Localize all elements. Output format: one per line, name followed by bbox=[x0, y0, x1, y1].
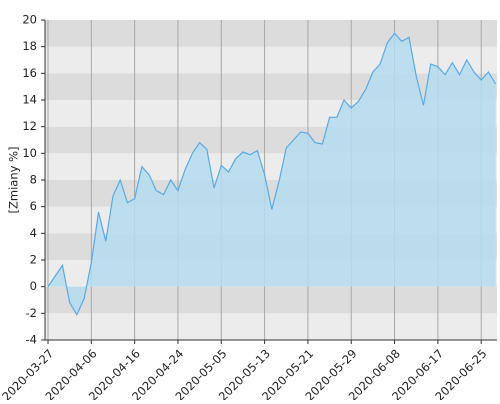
y-tick-label: 20 bbox=[22, 13, 37, 27]
grid-band bbox=[45, 313, 497, 340]
y-tick-label: -2 bbox=[26, 306, 37, 320]
y-tick-label: 0 bbox=[30, 279, 37, 293]
grid-band bbox=[45, 286, 497, 314]
y-tick-label: 12 bbox=[22, 119, 37, 133]
y-tick-label: 8 bbox=[30, 173, 37, 187]
y-tick-label: 14 bbox=[22, 93, 37, 107]
area bbox=[48, 33, 496, 315]
y-tick-label: -4 bbox=[26, 333, 37, 347]
y-tick-label: 2 bbox=[30, 253, 37, 267]
grid-band bbox=[45, 73, 497, 100]
y-tick-label: 10 bbox=[22, 146, 37, 160]
y-tick-label: 18 bbox=[22, 39, 37, 53]
y-axis-label: [Zmiany %] bbox=[7, 147, 21, 214]
y-tick-label: 4 bbox=[30, 226, 37, 240]
grid-band bbox=[45, 46, 497, 74]
line bbox=[47, 32, 497, 316]
y-tick-label: 6 bbox=[30, 199, 37, 213]
y-tick-label: 16 bbox=[22, 66, 37, 80]
grid-band bbox=[45, 20, 497, 47]
